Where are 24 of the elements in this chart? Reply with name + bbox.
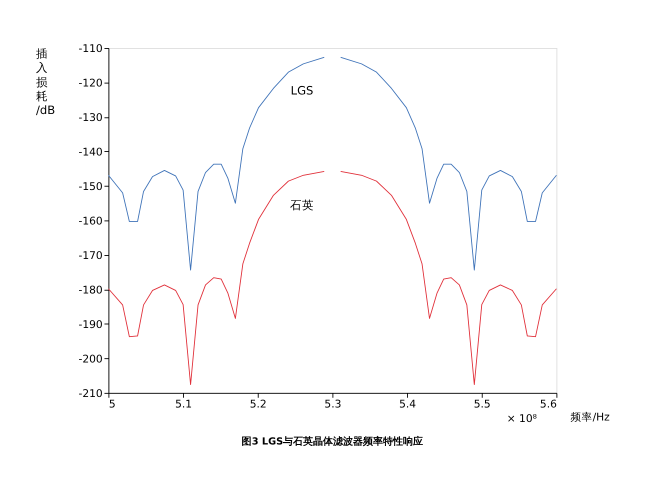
x-axis-title: 频率/Hz [570,410,610,424]
y-tick-label: -180 [78,283,103,296]
y-tick-label: -160 [78,214,103,228]
y-axis-title: 插入损耗/dB [36,46,56,118]
x-tick-label: 5.5 [474,398,491,411]
x-tick-label: 5 [108,398,116,411]
x-tick-label: 5.2 [250,398,267,411]
x-tick-label: 5.6 [540,398,558,411]
y-tick-label: -200 [78,352,103,366]
series-label: 石英 [290,198,314,212]
text: 图3 LGS与石英晶体滤波器频率特性响应 [242,435,424,448]
y-tick-label: -130 [78,110,103,124]
x-tick-label: 5.4 [399,398,416,411]
text: × 10⁸ [506,412,537,426]
y-tick-label: -120 [78,76,103,90]
y-tick-label: -170 [78,248,103,262]
x-tick-label: 5.1 [175,398,192,411]
y-tick-label: -210 [78,386,103,400]
series-label: LGS [290,84,314,98]
y-tick-label: -110 [78,42,103,55]
y-tick-label: -150 [78,180,103,193]
y-tick-label: -190 [78,318,103,331]
x-tick-label: 5.3 [324,398,342,411]
y-tick-label: -140 [78,145,103,158]
